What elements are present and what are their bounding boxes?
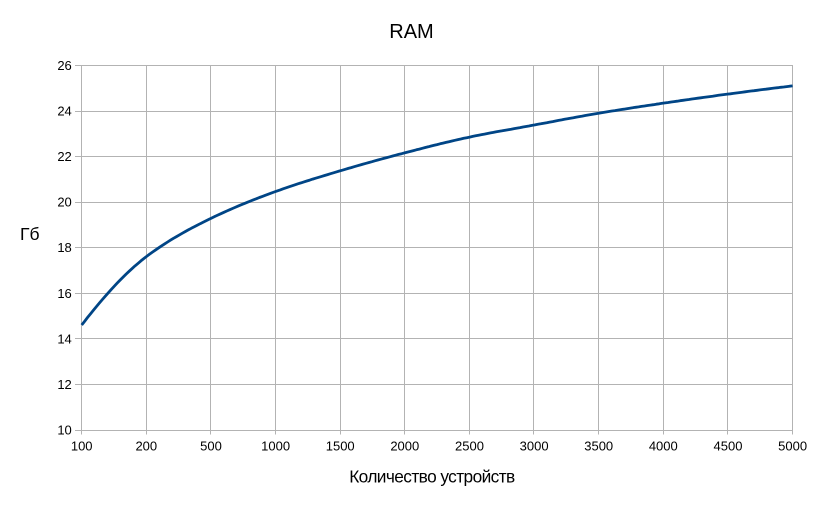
svg-text:22: 22 xyxy=(57,149,71,164)
svg-text:200: 200 xyxy=(135,438,157,453)
svg-text:14: 14 xyxy=(57,331,71,346)
svg-text:4000: 4000 xyxy=(649,438,678,453)
svg-text:1500: 1500 xyxy=(326,438,355,453)
svg-text:1000: 1000 xyxy=(261,438,290,453)
svg-text:3500: 3500 xyxy=(584,438,613,453)
svg-text:2000: 2000 xyxy=(390,438,419,453)
svg-text:18: 18 xyxy=(57,240,71,255)
svg-text:Количество устройств: Количество устройств xyxy=(349,467,515,487)
svg-text:26: 26 xyxy=(57,58,71,73)
svg-text:10: 10 xyxy=(57,422,71,437)
svg-text:20: 20 xyxy=(57,195,71,210)
svg-text:12: 12 xyxy=(57,377,71,392)
svg-text:100: 100 xyxy=(71,438,93,453)
svg-text:Гб: Гб xyxy=(20,224,40,244)
svg-text:RAM: RAM xyxy=(389,21,433,43)
svg-text:4500: 4500 xyxy=(714,438,743,453)
svg-text:2500: 2500 xyxy=(455,438,484,453)
svg-text:500: 500 xyxy=(200,438,222,453)
svg-text:5000: 5000 xyxy=(778,438,807,453)
svg-text:3000: 3000 xyxy=(520,438,549,453)
svg-text:16: 16 xyxy=(57,286,71,301)
svg-text:24: 24 xyxy=(57,104,71,119)
